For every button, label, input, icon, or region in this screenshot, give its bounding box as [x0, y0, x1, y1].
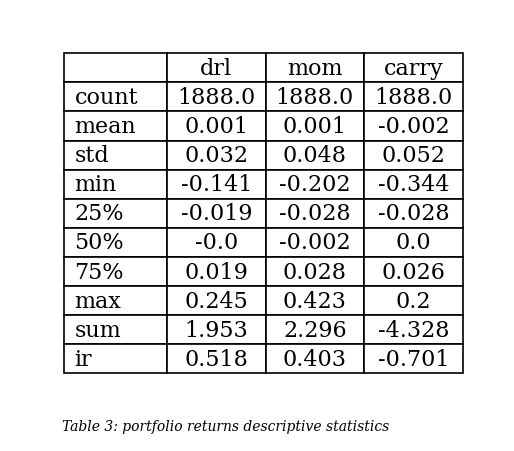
Text: Table 3: portfolio returns descriptive statistics: Table 3: portfolio returns descriptive s… — [62, 419, 389, 433]
